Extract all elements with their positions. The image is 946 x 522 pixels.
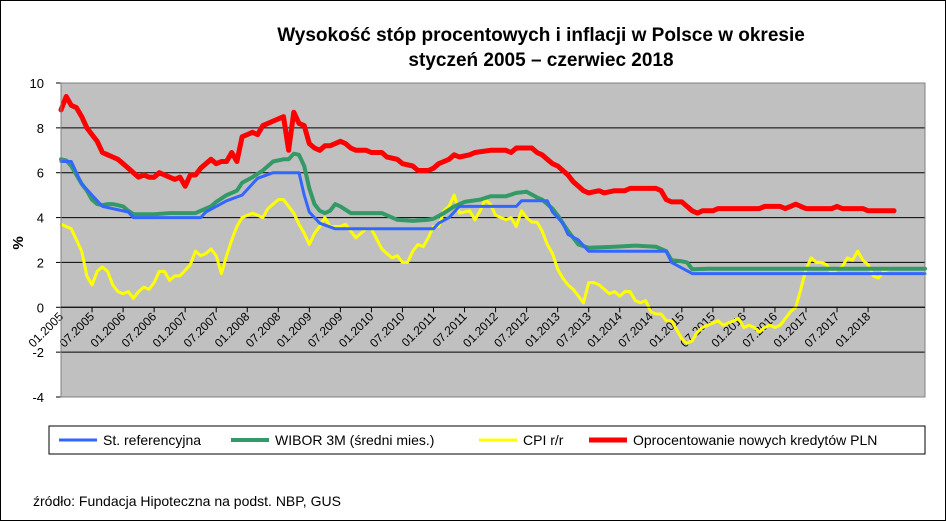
plot-border [60,82,926,398]
series-line-3 [58,94,897,216]
series-line-2 [59,193,891,345]
y-axis-ticks: -4 -2 0 2 4 6 8 10 [30,76,61,405]
legend-label-2: CPI r/r [523,432,564,448]
y-tick-label: 6 [37,166,44,181]
y-tick-label: 2 [37,255,44,270]
y-tick-label: -2 [32,345,44,360]
legend-label-3: Oprocentowanie nowych kredytów PLN [633,432,877,448]
source-note: źródło: Fundacja Hipoteczna na podst. NB… [33,493,341,509]
series-line-0 [59,160,927,276]
chart-title-line1: Wysokość stóp procentowych i inflacji w … [277,25,805,46]
legend: St. referencyjna WIBOR 3M (średni mies.) C… [59,432,877,448]
y-tick-label: -4 [32,390,44,405]
series-layer [58,94,927,345]
y-tick-label: 4 [37,211,44,226]
legend-label-1: WIBOR 3M (średni mies.) [275,432,434,448]
y-axis-label: % [10,236,27,249]
legend-label-0: St. referencyjna [103,432,201,448]
y-tick-label: 8 [37,121,44,136]
y-tick-label: 0 [37,300,44,315]
y-tick-label: 10 [30,76,44,91]
plot-area [61,83,925,397]
axes [60,82,926,398]
chart-title-line2: styczeń 2005 – czerwiec 2018 [408,50,673,71]
